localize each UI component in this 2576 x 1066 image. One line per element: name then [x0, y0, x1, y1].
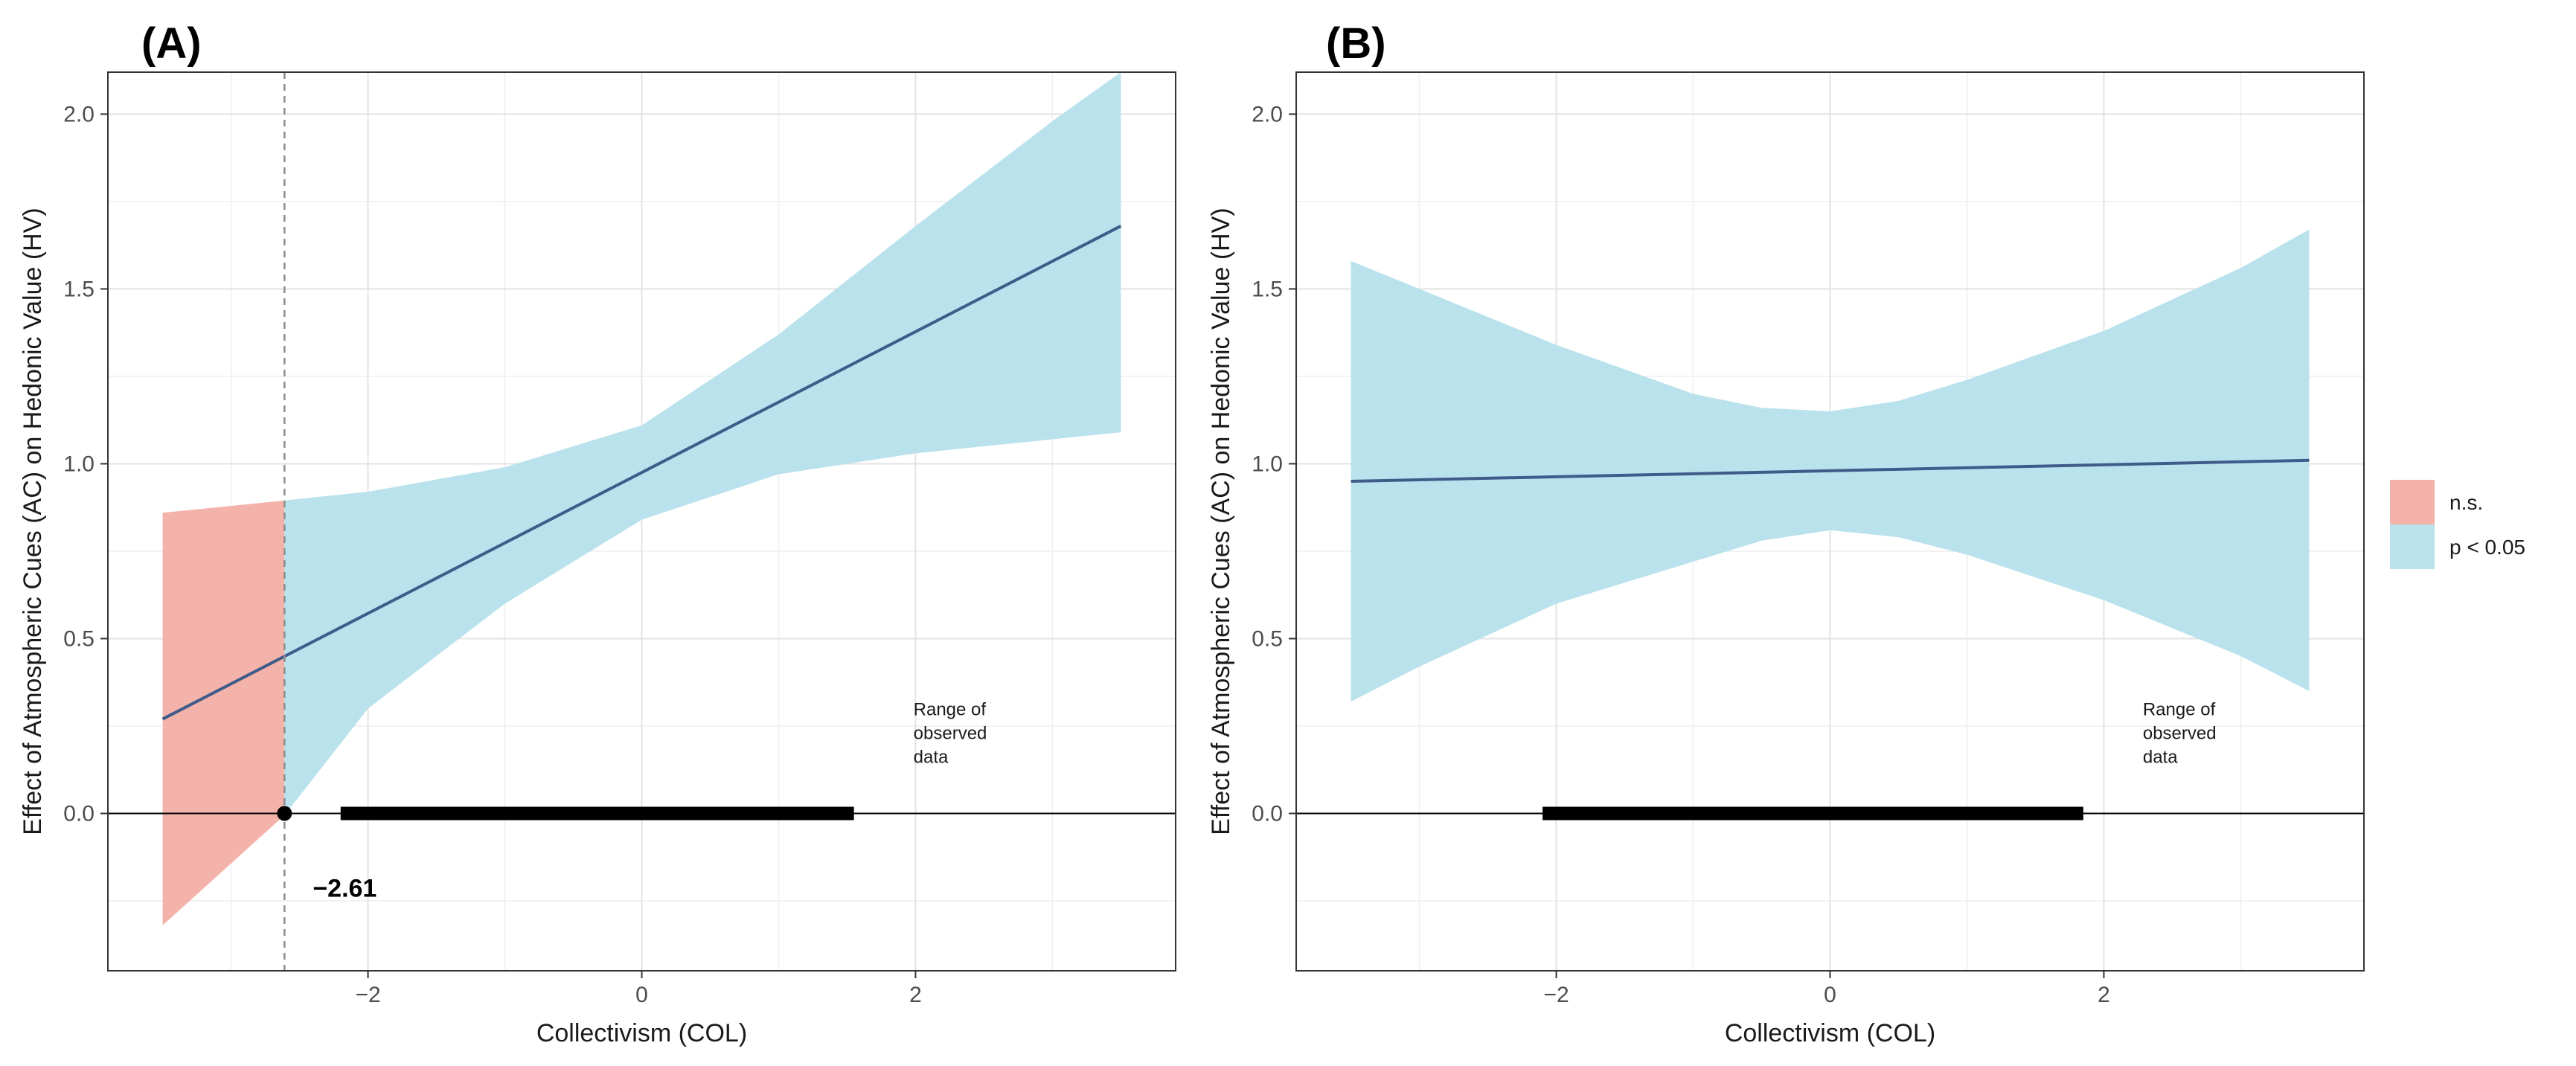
x-tick-label: 2 — [909, 983, 922, 1007]
y-tick-label: 0.5 — [1252, 626, 1283, 651]
confidence-band-significant — [284, 72, 1121, 815]
panel-label: (A) — [141, 19, 202, 68]
jn-threshold-label: −2.61 — [313, 874, 377, 902]
observed-range-label: observed — [2143, 723, 2217, 743]
y-tick-label: 2.0 — [63, 102, 94, 126]
x-tick-label: 2 — [2098, 983, 2110, 1007]
y-tick-label: 1.5 — [1252, 277, 1283, 301]
observed-range-label: data — [2143, 747, 2178, 767]
x-tick-label: 0 — [1824, 983, 1836, 1007]
legend-key-significant — [2390, 524, 2435, 569]
panel-a: Range of observed data −2.61 −2 0 2 0.0 0.5 1.0 1.… — [19, 19, 1176, 1047]
y-tick-label: 1.0 — [63, 452, 94, 476]
observed-range-label: observed — [914, 723, 987, 743]
y-tick-label: 1.5 — [63, 277, 94, 301]
plot-area — [108, 72, 1176, 925]
x-tick-label: −2 — [1543, 983, 1569, 1007]
y-axis-title: Effect of Atmospheric Cues (AC) on Hedon… — [19, 208, 47, 835]
legend: n.s. p < 0.05 — [2390, 480, 2525, 569]
observed-range-label: Range of — [2143, 699, 2216, 719]
confidence-band-ns — [162, 500, 285, 925]
legend-key-ns — [2390, 480, 2435, 524]
x-tick-label: 0 — [635, 983, 648, 1007]
legend-label-ns: n.s. — [2450, 491, 2483, 514]
slope-line — [1351, 458, 2310, 483]
panel-label: (B) — [1326, 19, 1386, 68]
plot-area — [1296, 229, 2364, 821]
observed-range-label: data — [914, 747, 949, 767]
observed-range-label: Range of — [914, 699, 987, 719]
y-axis-title: Effect of Atmospheric Cues (AC) on Hedon… — [1207, 208, 1235, 835]
y-tick-label: 2.0 — [1252, 102, 1283, 126]
x-axis-title: Collectivism (COL) — [1725, 1019, 1935, 1047]
y-tick-label: 1.0 — [1252, 452, 1283, 476]
jn-threshold-point — [277, 806, 292, 821]
x-axis-title: Collectivism (COL) — [536, 1019, 747, 1047]
y-tick-label: 0.0 — [1252, 801, 1283, 826]
x-tick-label: −2 — [355, 983, 380, 1007]
y-tick-label: 0.5 — [63, 626, 94, 651]
confidence-band-significant — [1351, 229, 2310, 702]
slope-line — [161, 225, 1122, 721]
legend-label-significant: p < 0.05 — [2450, 536, 2525, 559]
panel-b: Range of observed data −2 0 2 0.0 0.5 1.0 1.5 2.0 C… — [1207, 19, 2365, 1047]
y-tick-label: 0.0 — [63, 801, 94, 826]
